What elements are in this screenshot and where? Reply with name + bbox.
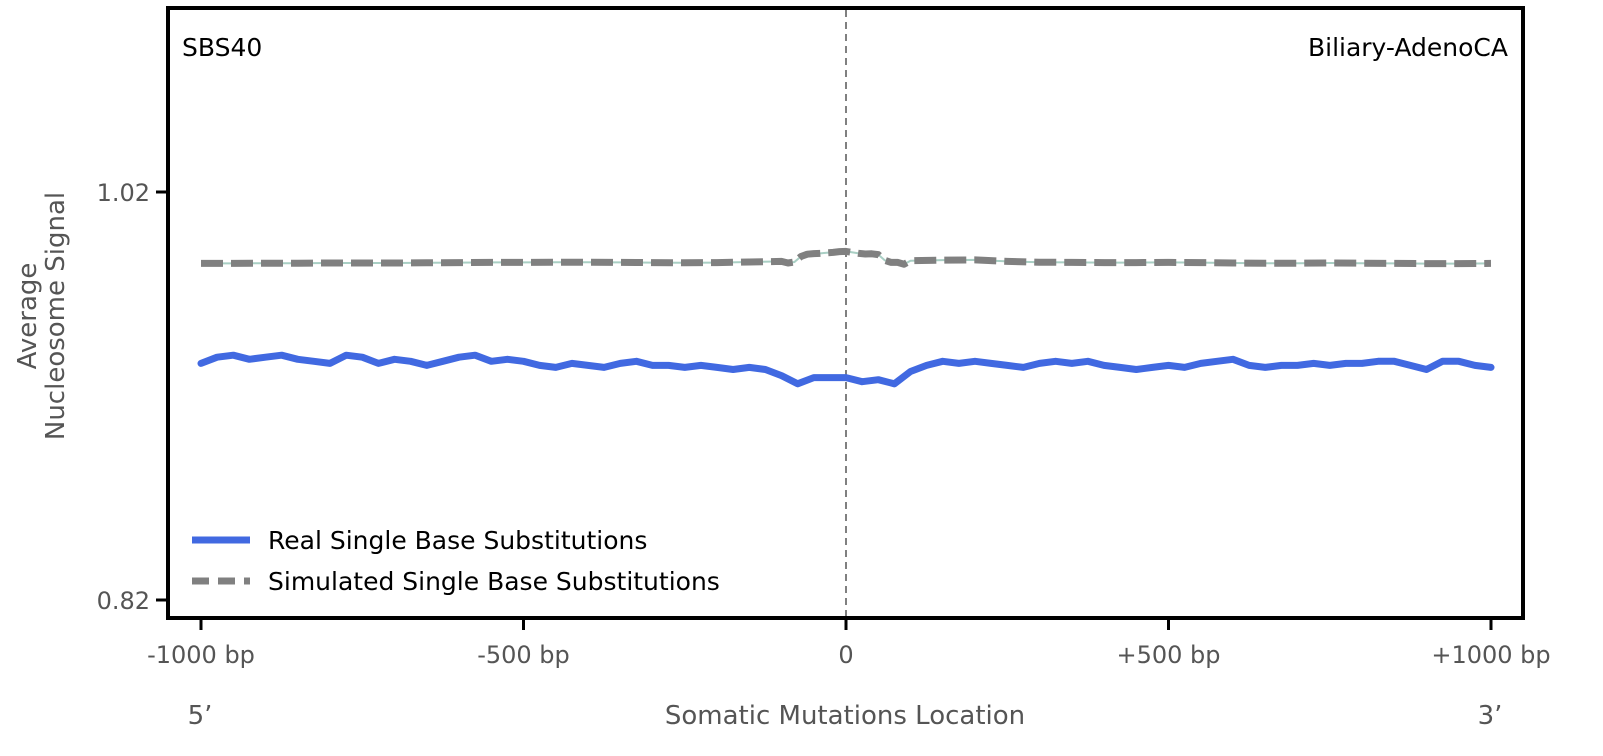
three-prime-label: 3’ bbox=[1478, 701, 1503, 731]
x-tick-label-2: 0 bbox=[838, 641, 853, 669]
cancer-type-label: Biliary-AdenoCA bbox=[1308, 33, 1508, 62]
legend: Real Single Base Substitutions Simulated… bbox=[192, 526, 720, 596]
legend-label-real: Real Single Base Substitutions bbox=[268, 526, 647, 555]
series-layer bbox=[197, 247, 1495, 388]
y-axis-title: Average Nucleosome Signal bbox=[13, 192, 71, 440]
x-tick-label-3: +500 bp bbox=[1116, 641, 1220, 669]
y-tick-label-0: 1.02 bbox=[97, 179, 150, 207]
x-tick-label-1: -500 bp bbox=[477, 641, 570, 669]
y-tick-label-1: 0.82 bbox=[97, 587, 150, 615]
legend-label-simulated: Simulated Single Base Substitutions bbox=[268, 567, 720, 596]
x-tick-label-0: -1000 bp bbox=[147, 641, 255, 669]
y-axis-title-line-2: Nucleosome Signal bbox=[41, 192, 71, 440]
five-prime-label: 5’ bbox=[188, 701, 213, 731]
ticks-layer: -1000 bp -500 bp 0 +500 bp +1000 bp 1.02 0.82 bbox=[97, 179, 1551, 669]
signature-label: SBS40 bbox=[182, 33, 262, 62]
series-line-1 bbox=[201, 247, 1492, 268]
x-axis-title: Somatic Mutations Location bbox=[665, 701, 1025, 731]
x-tick-label-4: +1000 bp bbox=[1431, 641, 1550, 669]
series-line-0 bbox=[197, 351, 1495, 388]
y-axis-title-line-1: Average bbox=[13, 263, 43, 370]
